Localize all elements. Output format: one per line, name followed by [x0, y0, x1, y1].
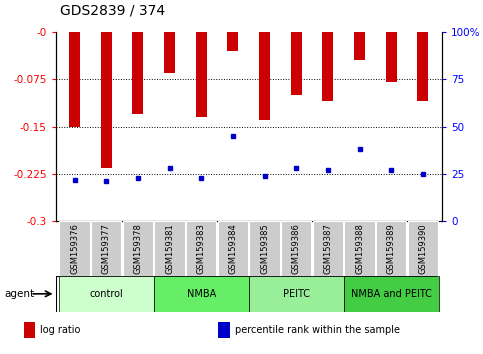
Bar: [186, 221, 216, 276]
Bar: [376, 221, 407, 276]
Text: NMBA and PEITC: NMBA and PEITC: [351, 289, 432, 299]
Bar: [164, 32, 175, 73]
Bar: [249, 276, 344, 312]
Text: GSM159390: GSM159390: [418, 223, 427, 274]
Text: GSM159389: GSM159389: [387, 223, 396, 274]
Bar: [386, 32, 397, 82]
Bar: [218, 221, 248, 276]
Text: percentile rank within the sample: percentile rank within the sample: [235, 325, 399, 335]
Bar: [313, 221, 343, 276]
Text: GSM159386: GSM159386: [292, 223, 301, 274]
Bar: [218, 322, 230, 338]
Bar: [154, 276, 249, 312]
Bar: [344, 221, 375, 276]
Bar: [281, 221, 312, 276]
Text: PEITC: PEITC: [283, 289, 310, 299]
Bar: [155, 221, 185, 276]
Text: GSM159388: GSM159388: [355, 223, 364, 274]
Text: GSM159378: GSM159378: [133, 223, 142, 274]
Bar: [322, 32, 333, 101]
Text: GSM159384: GSM159384: [228, 223, 238, 274]
Bar: [259, 32, 270, 120]
Bar: [59, 221, 90, 276]
Text: GSM159387: GSM159387: [324, 223, 332, 274]
Bar: [132, 32, 143, 114]
Bar: [100, 32, 112, 167]
Bar: [196, 32, 207, 117]
Bar: [344, 276, 439, 312]
Text: agent: agent: [5, 289, 35, 299]
Text: GSM159381: GSM159381: [165, 223, 174, 274]
Bar: [417, 32, 428, 101]
Text: log ratio: log ratio: [40, 325, 80, 335]
Text: GSM159383: GSM159383: [197, 223, 206, 274]
Text: GDS2839 / 374: GDS2839 / 374: [60, 4, 166, 18]
Bar: [91, 221, 121, 276]
Bar: [69, 32, 80, 127]
Bar: [291, 32, 302, 95]
Bar: [354, 32, 365, 60]
Text: GSM159385: GSM159385: [260, 223, 269, 274]
Text: control: control: [89, 289, 123, 299]
Bar: [59, 276, 154, 312]
Bar: [24, 322, 35, 338]
Text: NMBA: NMBA: [186, 289, 216, 299]
Bar: [408, 221, 438, 276]
Text: GSM159377: GSM159377: [102, 223, 111, 274]
Text: GSM159376: GSM159376: [70, 223, 79, 274]
Bar: [227, 32, 239, 51]
Bar: [249, 221, 280, 276]
Bar: [123, 221, 153, 276]
